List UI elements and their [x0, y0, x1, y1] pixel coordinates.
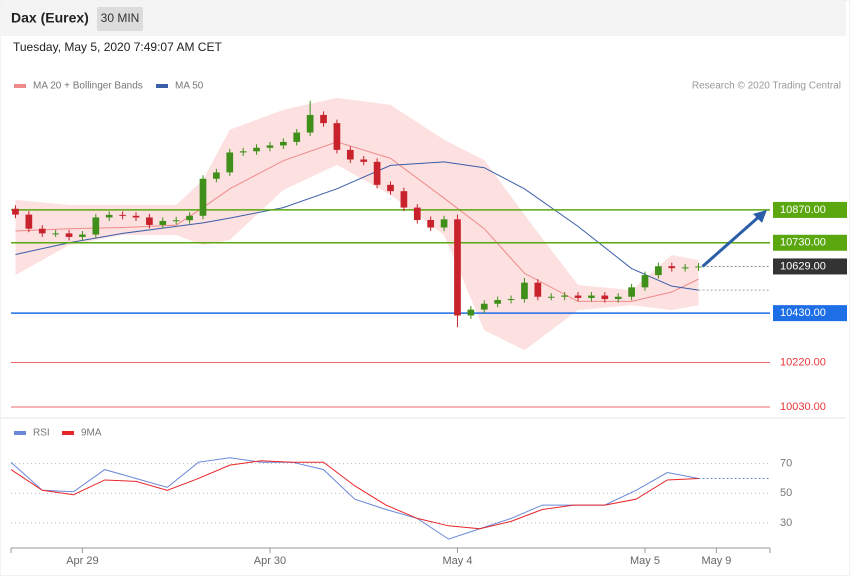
legend-swatch: [62, 431, 74, 435]
candle-body: [25, 214, 33, 229]
level-label: 10030.00: [780, 401, 826, 413]
legend-label: RSI: [33, 428, 50, 439]
candle-body: [387, 184, 394, 192]
level-label: 10870.00: [780, 204, 826, 216]
candle-body: [52, 233, 59, 235]
x-tick-label: May 9: [701, 555, 731, 567]
level-label: 10730.00: [780, 237, 826, 249]
candle-body: [213, 172, 220, 179]
candle-body: [279, 141, 287, 146]
candle-body: [507, 299, 515, 301]
candle-body: [467, 309, 475, 316]
level-box: [773, 305, 847, 322]
candle-body: [547, 296, 555, 298]
candle-body: [199, 178, 207, 216]
price-panel: MA 20 + Bollinger Bands MA 50 10870.00 1073…: [11, 81, 847, 413]
candle-body: [306, 114, 314, 133]
y-tick-label: 30: [780, 517, 792, 529]
y-tick-label: 50: [780, 487, 792, 499]
legend-swatch: [156, 84, 168, 88]
candle-body: [440, 219, 448, 228]
candle-body: [534, 282, 542, 297]
arrow-head: [753, 209, 767, 223]
candle-body: [253, 147, 260, 152]
candle-body: [293, 132, 301, 142]
rsi-panel: RSI 9MA 30 50 70 Apr 29 Apr 30 May 4 May 5 May 9: [10, 428, 792, 567]
x-tick-label: May 5: [630, 555, 660, 567]
candle-body: [186, 215, 193, 221]
level-box: [773, 201, 847, 218]
legend-label: MA 50: [175, 81, 204, 92]
y-tick-label: 70: [780, 458, 792, 470]
candle-body: [119, 214, 126, 216]
level-label: 10220.00: [780, 356, 826, 368]
candle-body: [427, 220, 435, 228]
candle-body: [226, 152, 234, 173]
candle-body: [92, 217, 100, 235]
candle-body: [681, 267, 689, 269]
interval-badge[interactable]: [97, 7, 143, 31]
candle-body: [172, 220, 180, 222]
candle-body: [480, 303, 488, 310]
current-price-label: 10629.00: [780, 260, 826, 272]
candle-body: [400, 191, 408, 208]
ma-line: [15, 161, 699, 291]
candle-body: [574, 295, 582, 298]
timestamp: Tuesday, May 5, 2020 7:49:07 AM CET: [13, 40, 222, 54]
candle-body: [320, 114, 327, 124]
credit: Research © 2020 Trading Central: [692, 81, 841, 92]
candle-body: [413, 207, 421, 221]
legend-label: MA 20 + Bollinger Bands: [33, 81, 143, 92]
candle-body: [65, 233, 73, 237]
candle-body: [79, 234, 86, 237]
candle-body: [239, 151, 247, 153]
candle-body: [561, 295, 568, 297]
candle-body: [12, 208, 19, 215]
candle-body: [132, 215, 140, 218]
candle-body: [266, 145, 274, 148]
legend-label: 9MA: [81, 428, 102, 439]
x-tick-label: Apr 30: [254, 555, 286, 567]
candle-body: [494, 300, 502, 304]
candle-body: [628, 287, 635, 297]
candle-body: [373, 161, 381, 185]
candle-body: [454, 219, 461, 316]
candle-body: [38, 228, 46, 234]
candle-body: [601, 295, 609, 300]
candle-body: [521, 282, 528, 300]
level-box: [773, 234, 847, 251]
candle-body: [159, 220, 167, 225]
candle-body: [655, 266, 662, 276]
candle-body: [588, 295, 595, 298]
interval-label[interactable]: 30 MIN: [101, 11, 140, 25]
candle-body: [146, 217, 153, 225]
target-arrow: [701, 213, 762, 268]
legend-swatch: [14, 84, 26, 88]
candle-body: [360, 159, 368, 162]
candle-body: [346, 149, 354, 160]
candle-body: [641, 275, 649, 288]
x-tick-label: Apr 29: [66, 555, 98, 567]
candle-body: [614, 296, 622, 300]
candle-body: [105, 214, 113, 218]
level-label: 10430.00: [780, 307, 826, 319]
instrument-title: Dax (Eurex): [11, 10, 89, 26]
candle-body: [668, 266, 676, 269]
legend-swatch: [14, 431, 26, 435]
x-tick-label: May 4: [442, 555, 472, 567]
rsi-line: [10, 460, 699, 530]
candle-body: [695, 266, 702, 268]
candle-body: [333, 123, 341, 150]
current-price-box: [773, 258, 847, 275]
